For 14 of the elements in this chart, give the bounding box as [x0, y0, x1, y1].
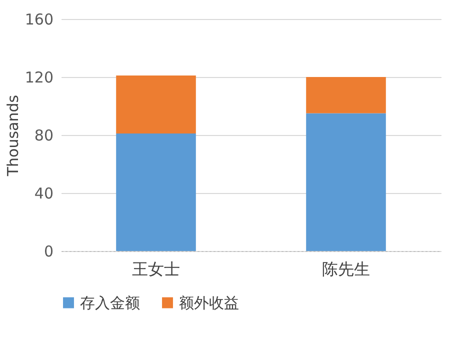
bar — [306, 77, 386, 114]
bar — [116, 76, 196, 134]
bar — [306, 113, 386, 251]
legend-label: 存入金额 — [80, 294, 140, 312]
bar — [116, 134, 196, 251]
y-tick-label: 80 — [34, 126, 54, 144]
y-tick-label: 0 — [44, 242, 54, 260]
y-axis-title: Thousands — [4, 94, 22, 178]
y-tick-label: 120 — [24, 68, 54, 86]
y-tick-label: 40 — [34, 184, 54, 202]
y-tick-label: 160 — [24, 10, 54, 28]
x-tick-label: 陈先生 — [322, 260, 370, 278]
legend-label: 额外收益 — [179, 294, 239, 312]
x-tick-label: 王女士 — [132, 260, 180, 278]
